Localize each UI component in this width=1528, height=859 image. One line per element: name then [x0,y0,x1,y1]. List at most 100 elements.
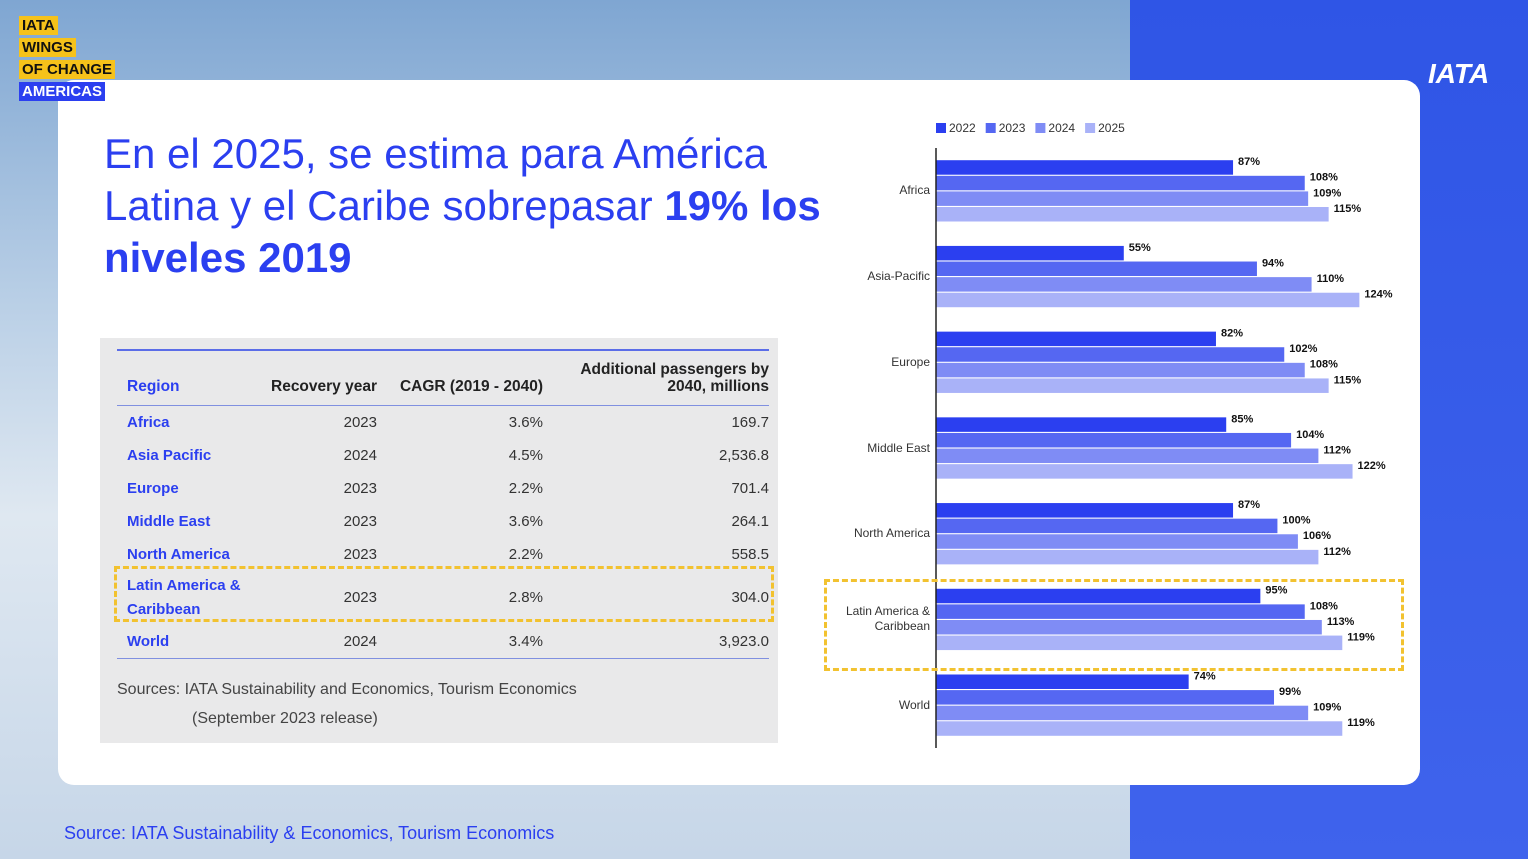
bar [936,464,1353,479]
table-panel [100,338,778,743]
bar [936,378,1329,393]
highlight [824,579,1404,671]
source: Source: IATA Sustainability & Economics,… [64,823,555,843]
bar [936,417,1227,432]
legend-label: 2022 [949,121,976,135]
title: En el 2025, se estima para América Latin… [104,128,864,284]
bar [936,362,1305,378]
legend-swatch [1035,123,1046,133]
table-cell: 2.2% [508,480,543,497]
table-cell: 2.8% [508,589,543,606]
table-cell: 2024 [343,447,377,464]
value-label: 104% [1296,429,1324,441]
value-label: 115% [1334,203,1362,215]
value-label: 94% [1262,257,1284,269]
title-text: En el 2025, se estima para América Latin… [104,130,768,229]
legend-label: 2024 [1048,121,1075,135]
value-label: 113% [1327,616,1355,628]
value-label: 106% [1303,530,1331,542]
badge: IATA WINGS OF CHANGE AMERICAS [19,16,115,104]
table-cell: 3.6% [508,414,543,431]
value-label: 108% [1310,172,1338,184]
table-row: North America 2023 2.2% 558.5 [117,538,769,571]
table-cell: 2,536.8 [718,447,769,464]
value-label: 102% [1289,343,1317,355]
bar [936,588,1261,604]
table-cell: 2024 [252,625,377,659]
value-label: 112% [1323,444,1351,456]
bar [936,277,1312,292]
value-label: 85% [1231,413,1253,425]
badge-line: AMERICAS [19,82,106,101]
table-cell: 2023 [343,589,377,606]
bar [936,207,1329,222]
bar [936,347,1285,362]
table-cell: Middle East [127,513,211,530]
legend-label: 2025 [1098,121,1125,135]
table-cell: 558.5 [731,546,769,563]
bar [936,604,1305,619]
bar [936,705,1309,721]
bar [936,534,1298,549]
category-label: Middle East [867,440,930,455]
table-cell: 3.6% [508,513,543,530]
value-label: 87% [1238,499,1260,511]
table-cell: 2023 [343,480,377,497]
table-cell: 2023 [343,546,377,563]
bar [936,245,1124,261]
category-label: Latin America & Caribbean [845,604,930,634]
value-label: 119% [1347,717,1375,729]
category-label: North America [853,526,930,541]
table-row: Europe 2023 2.2% 701.4 [117,472,769,505]
legend-swatch [936,123,946,133]
category-label: Asia-Pacific [867,269,930,284]
header-cell: Additional passengers by 2040, millions [543,349,769,406]
bar [936,549,1319,565]
bar [936,261,1257,277]
bar [936,191,1309,206]
bar [936,292,1360,308]
table-cell: 304.0 [731,589,769,606]
value-label: 74% [1194,670,1216,682]
table-source: (September 2023 release) [192,710,378,727]
table-source: Sources: IATA Sustainability and Economi… [117,681,577,698]
table-cell: 3,923.0 [543,625,769,659]
table-cell: 701.4 [731,480,769,497]
legend-label: 2023 [999,121,1026,135]
bar [936,721,1343,736]
table-cell: Latin America & Caribbean [127,577,241,618]
bar [936,635,1343,651]
table-cell: 2023 [343,414,377,431]
table-row: Asia Pacific 2024 4.5% 2,536.8 [117,439,769,472]
table: Region Recovery year CAGR (2019 - 2040) Add… [117,349,769,659]
category-label: World [898,697,930,712]
badge-line: WINGS [19,38,76,57]
table-cell: Asia Pacific [127,447,212,464]
highlight [114,566,774,622]
bar [936,503,1234,518]
value-label: 109% [1313,702,1341,714]
table-cell: 169.7 [731,414,769,431]
table-cell: Africa [127,414,170,431]
table-cell: 2023 [343,513,377,530]
value-label: 108% [1310,359,1338,371]
table-cell: 2.2% [508,546,543,563]
table-cell: North America [127,546,230,563]
legend-swatch [1085,123,1096,133]
value-label: 87% [1238,156,1260,168]
table-cell: 3.4% [377,625,543,659]
category-label: Europe [891,354,930,369]
badge-line: OF CHANGE [19,60,115,79]
value-label: 99% [1279,686,1301,698]
value-label: 100% [1282,515,1310,527]
badge-line: IATA [19,16,58,35]
value-label: 95% [1265,585,1287,597]
table-cell: Europe [127,480,179,497]
table-row: World 2024 3.4% 3,923.0 [117,625,769,659]
header-cell: Recovery year [252,349,377,406]
table-row: Middle East 2023 3.6% 264.1 [117,505,769,538]
bar [936,690,1275,705]
table-cell: 264.1 [731,513,769,530]
table-cell: World [117,625,252,659]
